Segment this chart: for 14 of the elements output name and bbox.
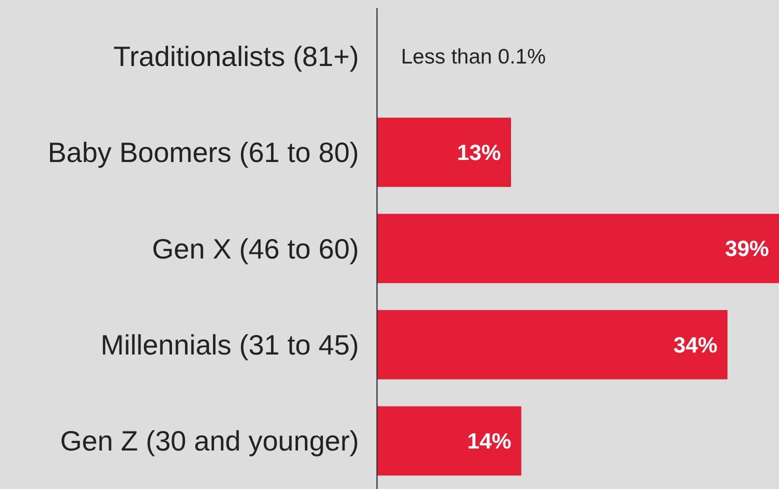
y-tick-label: Baby Boomers (61 to 80) [48, 137, 359, 168]
y-tick-label: Gen Z (30 and younger) [60, 426, 359, 457]
data-label: 14% [467, 428, 512, 454]
data-label: Less than 0.1% [401, 45, 546, 68]
y-tick-label: Millennials (31 to 45) [100, 330, 359, 360]
data-label: 13% [456, 140, 501, 165]
y-tick-label: Traditionalists (81+) [113, 40, 359, 72]
data-label: 39% [724, 236, 769, 262]
bar [377, 310, 728, 380]
bar [377, 214, 779, 284]
bar [377, 118, 511, 187]
y-tick-label: Gen X (46 to 60) [152, 233, 359, 264]
bar [377, 406, 522, 476]
data-label: 34% [673, 332, 718, 358]
